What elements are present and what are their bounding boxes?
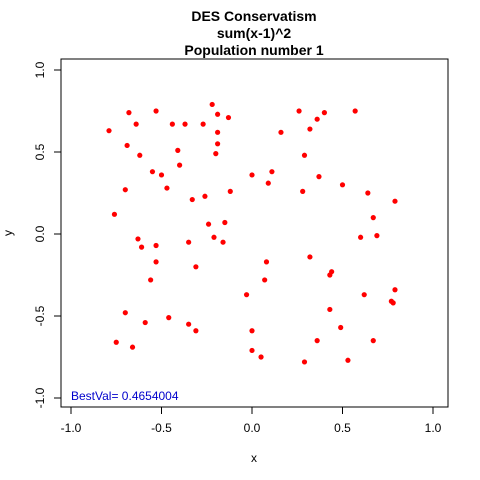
chart-title-line-2: sum(x-1)^2 bbox=[217, 25, 292, 41]
data-point bbox=[249, 172, 255, 178]
data-point bbox=[263, 259, 270, 265]
data-point bbox=[153, 242, 159, 249]
data-point bbox=[243, 292, 250, 298]
data-point bbox=[186, 239, 192, 245]
y-tick-label: 0.5 bbox=[33, 143, 47, 160]
x-tick-label: 0.5 bbox=[334, 421, 351, 435]
data-point bbox=[133, 121, 139, 127]
data-point bbox=[189, 196, 195, 203]
data-point bbox=[200, 121, 206, 127]
data-point bbox=[222, 219, 228, 226]
data-point bbox=[327, 272, 333, 278]
data-point bbox=[164, 185, 170, 191]
data-point bbox=[278, 129, 284, 135]
data-point bbox=[209, 101, 215, 108]
data-point bbox=[215, 129, 221, 135]
data-point bbox=[327, 306, 333, 313]
data-point bbox=[215, 111, 221, 117]
data-point bbox=[392, 198, 398, 204]
data-point bbox=[137, 152, 143, 158]
data-point bbox=[296, 108, 302, 114]
data-point bbox=[177, 162, 183, 168]
data-point bbox=[249, 347, 255, 354]
data-point bbox=[307, 126, 313, 132]
data-point bbox=[365, 190, 371, 196]
y-tick-label: 0.0 bbox=[33, 225, 47, 242]
data-point bbox=[390, 300, 396, 306]
y-tick-label: 1.0 bbox=[33, 61, 47, 78]
data-point bbox=[111, 211, 118, 217]
y-tick-label: -0.5 bbox=[33, 305, 47, 326]
data-point bbox=[142, 319, 148, 326]
data-point bbox=[205, 221, 212, 227]
data-point bbox=[338, 324, 344, 331]
data-point bbox=[265, 180, 271, 186]
data-point bbox=[392, 287, 398, 293]
data-point bbox=[370, 215, 376, 221]
data-point bbox=[175, 147, 181, 153]
data-point bbox=[153, 259, 159, 265]
data-point bbox=[316, 174, 322, 180]
data-point bbox=[122, 310, 128, 316]
data-point bbox=[211, 234, 217, 240]
data-point bbox=[124, 142, 130, 149]
data-point bbox=[153, 108, 159, 114]
data-point bbox=[301, 152, 308, 158]
data-point bbox=[126, 110, 132, 116]
data-point bbox=[321, 110, 327, 116]
data-point bbox=[213, 151, 219, 157]
data-point bbox=[225, 114, 232, 121]
data-point bbox=[220, 239, 226, 245]
data-point bbox=[215, 141, 221, 147]
data-point bbox=[262, 277, 268, 283]
data-point bbox=[193, 328, 199, 334]
data-point bbox=[300, 188, 306, 194]
data-point bbox=[227, 188, 233, 194]
best-value-annotation: BestVal= 0.4654004 bbox=[71, 389, 179, 403]
data-point bbox=[138, 244, 145, 250]
data-point bbox=[249, 328, 255, 334]
data-point bbox=[113, 339, 119, 345]
data-point bbox=[352, 108, 358, 114]
data-point bbox=[186, 321, 192, 327]
data-point bbox=[149, 169, 156, 175]
data-point bbox=[166, 315, 172, 321]
x-tick-label: 0.0 bbox=[244, 421, 261, 435]
data-point bbox=[339, 182, 346, 188]
data-point bbox=[345, 357, 351, 363]
data-point bbox=[169, 121, 175, 127]
x-axis-label: x bbox=[251, 451, 257, 465]
data-point bbox=[122, 187, 128, 193]
x-tick-label: -1.0 bbox=[61, 421, 82, 435]
data-point bbox=[370, 338, 376, 344]
data-point bbox=[301, 359, 308, 365]
data-point bbox=[135, 236, 141, 242]
data-point bbox=[182, 121, 188, 127]
data-point bbox=[361, 292, 367, 298]
chart-title-line-3: Population number 1 bbox=[184, 42, 323, 58]
data-point bbox=[106, 128, 112, 134]
data-point bbox=[314, 338, 320, 344]
data-point bbox=[193, 264, 199, 270]
data-point bbox=[314, 116, 320, 122]
x-axis: -1.0 -0.5 0.0 0.5 1.0 bbox=[61, 406, 442, 435]
x-tick-label: 1.0 bbox=[425, 421, 442, 435]
chart-title-line-1: DES Conservatism bbox=[191, 8, 316, 24]
y-tick-label: -1.0 bbox=[33, 387, 47, 408]
data-point bbox=[374, 233, 380, 239]
data-point bbox=[129, 344, 136, 350]
data-point bbox=[358, 234, 364, 240]
y-axis-label: y bbox=[1, 230, 15, 236]
data-points bbox=[106, 101, 398, 365]
data-point bbox=[269, 169, 275, 175]
data-point bbox=[258, 354, 264, 360]
x-tick-label: -0.5 bbox=[151, 421, 172, 435]
data-point bbox=[158, 172, 165, 178]
data-point bbox=[307, 254, 313, 260]
data-point bbox=[148, 277, 154, 283]
y-axis: -1.0 -0.5 0.0 0.5 1.0 bbox=[33, 61, 62, 408]
data-point bbox=[202, 193, 208, 199]
